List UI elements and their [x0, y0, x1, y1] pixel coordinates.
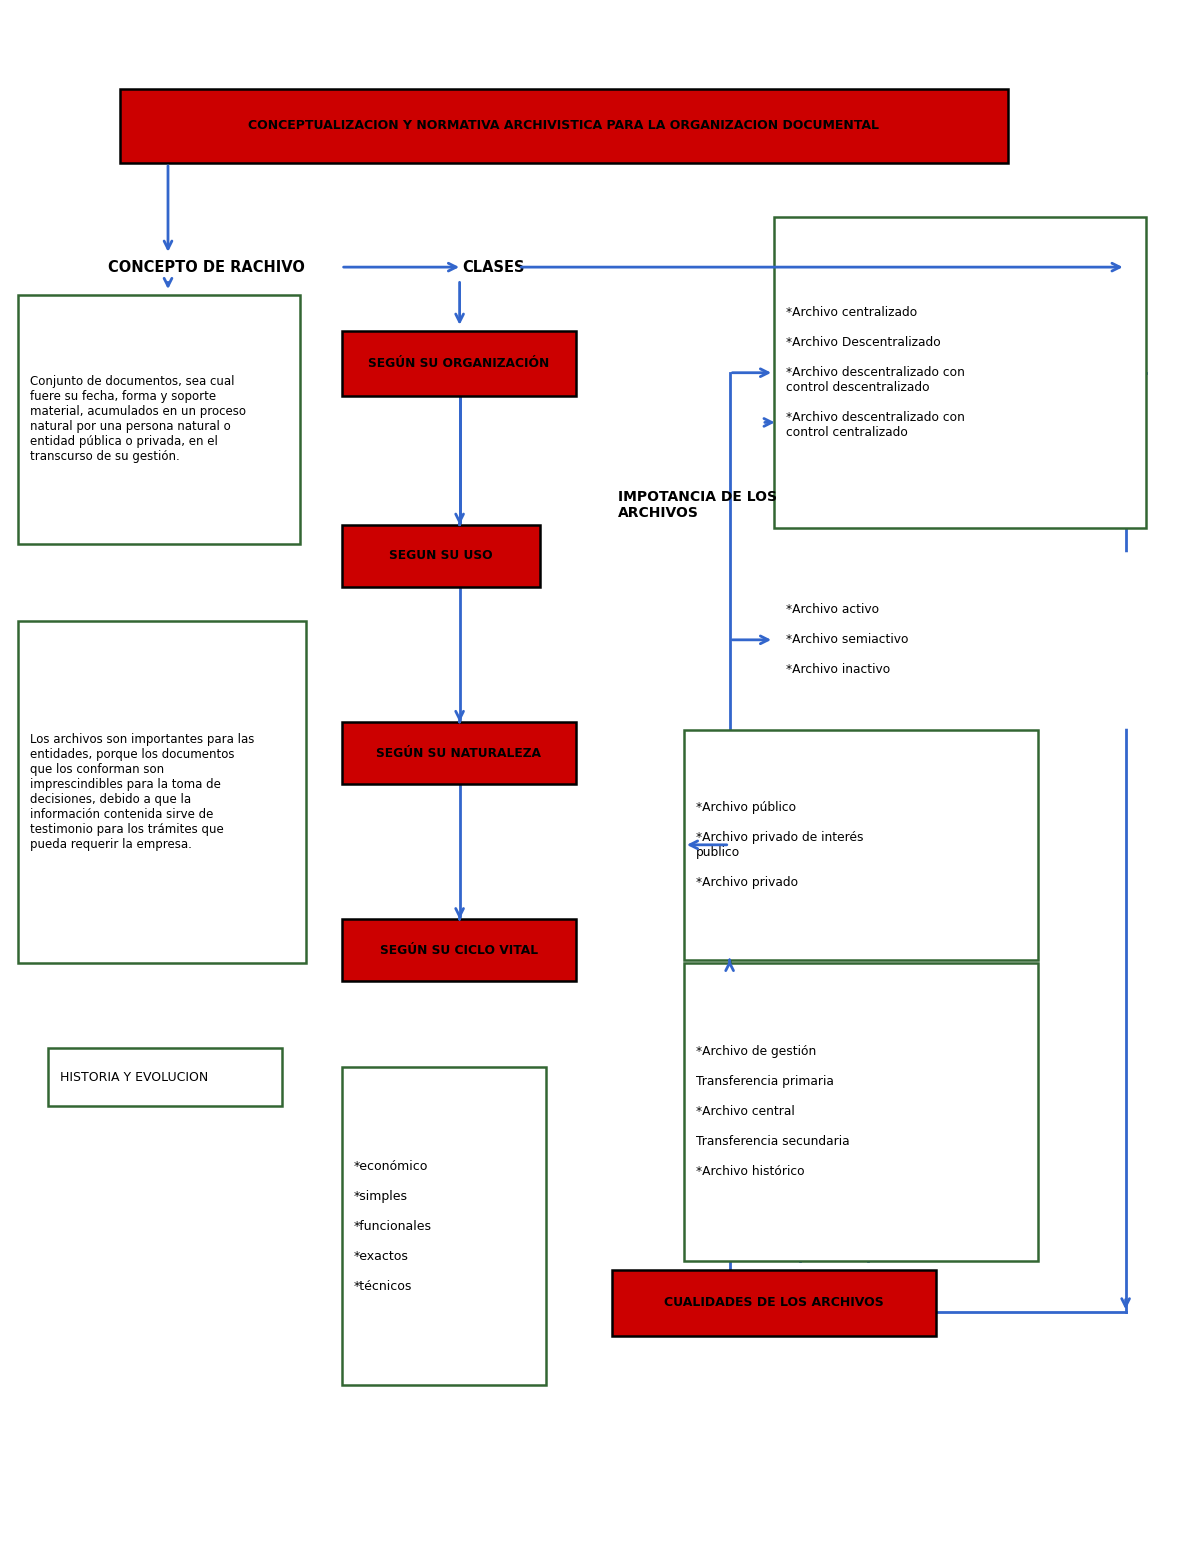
FancyBboxPatch shape — [684, 963, 1038, 1261]
Text: *Archivo público

*Archivo privado de interés
publico

*Archivo privado: *Archivo público *Archivo privado de int… — [696, 801, 864, 888]
FancyBboxPatch shape — [342, 331, 576, 396]
FancyBboxPatch shape — [48, 1048, 282, 1106]
Text: CUALIDADES DE LOS ARCHIVOS: CUALIDADES DE LOS ARCHIVOS — [664, 1297, 884, 1309]
FancyBboxPatch shape — [342, 722, 576, 784]
Text: *Archivo activo

*Archivo semiactivo

*Archivo inactivo: *Archivo activo *Archivo semiactivo *Arc… — [786, 603, 908, 677]
Text: SEGÚN SU NATURALEZA: SEGÚN SU NATURALEZA — [377, 747, 541, 759]
Text: Los archivos son importantes para las
entidades, porque los documentos
que los c: Los archivos son importantes para las en… — [30, 733, 254, 851]
Text: SEGUN SU USO: SEGUN SU USO — [389, 550, 493, 562]
FancyBboxPatch shape — [120, 89, 1008, 163]
Text: SEGÚN SU ORGANIZACIÓN: SEGÚN SU ORGANIZACIÓN — [368, 357, 550, 370]
FancyBboxPatch shape — [774, 217, 1146, 528]
FancyBboxPatch shape — [774, 553, 1128, 727]
FancyBboxPatch shape — [342, 919, 576, 981]
Text: HISTORIA Y EVOLUCION: HISTORIA Y EVOLUCION — [60, 1070, 209, 1084]
FancyBboxPatch shape — [612, 1270, 936, 1336]
FancyBboxPatch shape — [342, 1067, 546, 1385]
Text: *Archivo de gestión

Transferencia primaria

*Archivo central

Transferencia sec: *Archivo de gestión Transferencia primar… — [696, 1045, 850, 1179]
FancyBboxPatch shape — [342, 525, 540, 587]
Text: CONCEPTO DE RACHIVO: CONCEPTO DE RACHIVO — [108, 259, 305, 275]
FancyBboxPatch shape — [18, 621, 306, 963]
FancyBboxPatch shape — [18, 295, 300, 544]
Text: CONCEPTUALIZACION Y NORMATIVA ARCHIVISTICA PARA LA ORGANIZACION DOCUMENTAL: CONCEPTUALIZACION Y NORMATIVA ARCHIVISTI… — [248, 120, 880, 132]
Text: *Archivo centralizado

*Archivo Descentralizado

*Archivo descentralizado con
co: *Archivo centralizado *Archivo Descentra… — [786, 306, 965, 439]
Text: *económico

*simples

*funcionales

*exactos

*técnicos: *económico *simples *funcionales *exacto… — [354, 1160, 432, 1292]
Text: SEGÚN SU CICLO VITAL: SEGÚN SU CICLO VITAL — [380, 944, 538, 957]
Text: Conjunto de documentos, sea cual
fuere su fecha, forma y soporte
material, acumu: Conjunto de documentos, sea cual fuere s… — [30, 376, 246, 463]
Text: IMPOTANCIA DE LOS
ARCHIVOS: IMPOTANCIA DE LOS ARCHIVOS — [618, 489, 778, 520]
Text: CLASES: CLASES — [462, 259, 524, 275]
FancyBboxPatch shape — [684, 730, 1038, 960]
